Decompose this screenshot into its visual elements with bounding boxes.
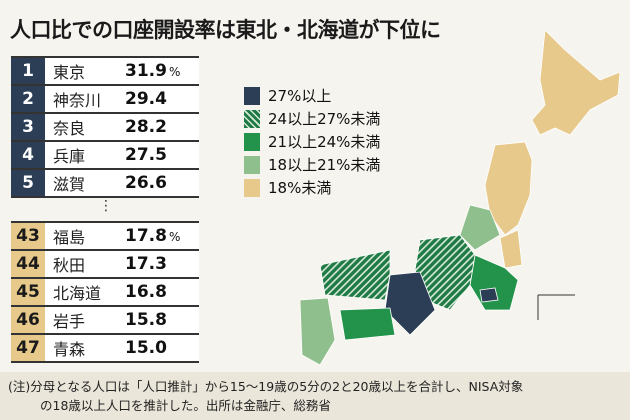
legend-item: 27%以上 — [244, 84, 380, 107]
value: 26.6 — [125, 173, 167, 193]
hokkaido — [531, 29, 621, 136]
prefecture: 秋田 — [53, 256, 86, 275]
top-ranking-table: 1 東京 31.9% 2 神奈川 29.4 3 奈良 28.2 4 兵庫 27.5 5 滋賀 26.… — [11, 56, 199, 198]
table-row: 46 岩手 15.8 — [11, 305, 199, 333]
value: 29.4 — [125, 89, 167, 109]
page-title: 人口比での口座開設率は東北・北海道が下位に — [10, 18, 441, 42]
value: 28.2 — [125, 117, 167, 137]
table-row: 4 兵庫 27.5 — [11, 140, 199, 168]
legend-item: 18%未満 — [244, 176, 380, 199]
prefecture: 福島 — [53, 228, 86, 247]
niigata-area — [459, 204, 501, 251]
kansai — [384, 271, 436, 336]
kyushu — [300, 297, 336, 366]
rank: 45 — [11, 279, 45, 305]
legend-item: 21以上24%未満 — [244, 130, 380, 153]
rank: 43 — [11, 223, 45, 249]
fukushima — [499, 229, 523, 269]
tokyo — [479, 287, 499, 303]
footnote-line: (注)分母となる人口は「人口推計」から15～19歳の5分の2と20歳以上を合計し… — [8, 379, 524, 394]
prefecture: 岩手 — [53, 312, 86, 331]
okinawa-inset — [537, 294, 575, 320]
table-row: 5 滋賀 26.6 — [11, 168, 199, 198]
rank: 3 — [11, 114, 45, 140]
value: 15.0 — [125, 338, 167, 358]
rank: 44 — [11, 251, 45, 277]
ellipsis: ⋮ — [99, 198, 113, 214]
value: 17.8 — [125, 226, 167, 246]
value: 17.3 — [125, 254, 167, 274]
footnote-line: の18歳以上人口を推計した。出所は金融庁、総務省 — [40, 398, 331, 413]
rank: 46 — [11, 307, 45, 333]
prefecture: 青森 — [53, 340, 86, 359]
unit: % — [168, 65, 181, 79]
table-row: 44 秋田 17.3 — [11, 249, 199, 277]
rank: 4 — [11, 142, 45, 168]
value: 31.9 — [125, 61, 167, 81]
prefecture: 北海道 — [53, 284, 102, 303]
footnote: (注)分母となる人口は「人口推計」から15～19歳の5分の2と20歳以上を合計し… — [8, 377, 523, 415]
legend-item: 18以上21%未満 — [244, 153, 380, 176]
value: 27.5 — [125, 145, 167, 165]
value: 16.8 — [125, 282, 167, 302]
rank: 47 — [11, 335, 45, 361]
tohoku — [484, 141, 533, 236]
table-row: 43 福島 17.8% — [11, 221, 199, 249]
prefecture: 兵庫 — [53, 147, 86, 166]
table-row: 45 北海道 16.8 — [11, 277, 199, 305]
rank: 1 — [11, 58, 45, 84]
prefecture: 滋賀 — [53, 175, 86, 194]
table-row: 1 東京 31.9% — [11, 56, 199, 84]
table-row: 47 青森 15.0 — [11, 333, 199, 363]
prefecture: 奈良 — [53, 119, 86, 138]
shikoku — [339, 307, 396, 341]
prefecture: 神奈川 — [53, 91, 102, 110]
japan-map — [300, 29, 621, 366]
legend: 27%以上 24以上27%未満 21以上24%未満 18以上21%未満 18%未… — [244, 84, 380, 199]
value: 15.8 — [125, 310, 167, 330]
prefecture: 東京 — [53, 63, 86, 82]
legend-item: 24以上27%未満 — [244, 107, 380, 130]
table-row: 2 神奈川 29.4 — [11, 84, 199, 112]
rank: 2 — [11, 86, 45, 112]
unit: % — [168, 230, 181, 244]
rank: 5 — [11, 170, 45, 196]
bottom-ranking-table: 43 福島 17.8% 44 秋田 17.3 45 北海道 16.8 46 岩手 15.8 47… — [11, 221, 199, 363]
table-row: 3 奈良 28.2 — [11, 112, 199, 140]
chugoku — [319, 249, 391, 301]
